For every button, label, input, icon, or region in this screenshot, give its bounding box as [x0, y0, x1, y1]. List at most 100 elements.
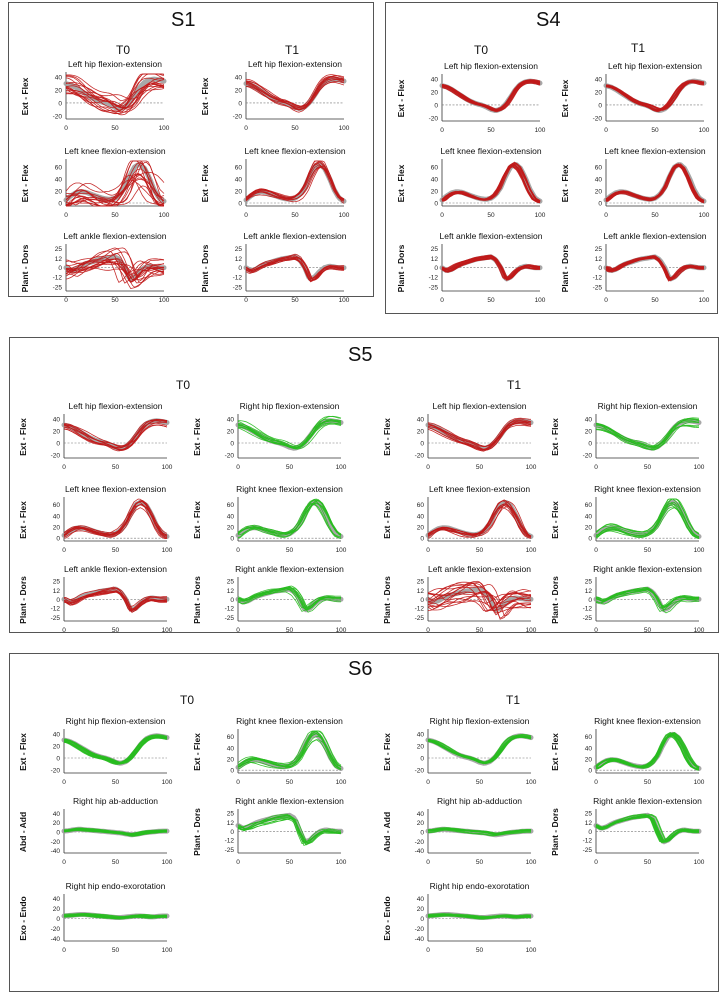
x-tick-label: 0 [594, 547, 598, 554]
y-tick-label: 40 [595, 177, 603, 184]
y-tick-label: 0 [588, 536, 592, 543]
subplot: Left hip flexion-extension Ext - Flex 40 20… [20, 59, 170, 132]
y-tick-label: 40 [227, 513, 235, 520]
subplot: Right ankle flexion-extension Plant - Dor… [550, 796, 705, 866]
x-tick-label: 0 [236, 627, 240, 634]
panel-title: S6 [348, 658, 373, 680]
x-tick-label: 50 [291, 125, 299, 132]
trial-line [427, 914, 531, 920]
y-tick-label: 0 [598, 102, 602, 109]
y-tick-label: -20 [53, 113, 63, 120]
subplot: Left knee flexion-extension Ext - Flex 60 4… [18, 484, 173, 554]
y-axis-label: Plant - Dors [192, 576, 202, 624]
y-axis-label: Plant - Dors [550, 576, 560, 624]
trial-line [63, 828, 168, 836]
x-tick-label: 50 [651, 212, 659, 219]
subplot: Left hip flexion-extension Ext - Flex 40 20… [396, 61, 546, 134]
x-tick-label: 50 [112, 859, 120, 866]
x-tick-label: 0 [604, 212, 608, 219]
subplot: Right ankle flexion-extension Plant - Dor… [192, 564, 347, 634]
x-tick-label: 100 [159, 212, 170, 219]
x-tick-label: 0 [244, 297, 248, 304]
y-tick-label: 40 [417, 513, 425, 520]
y-tick-label: -12 [583, 837, 593, 844]
column-label-t1: T1 [285, 43, 300, 57]
y-axis-label: Plant - Dors [200, 244, 210, 292]
y-tick-label: 40 [227, 417, 235, 424]
trial-line [245, 81, 345, 111]
y-tick-label: 0 [230, 536, 234, 543]
trial-line [245, 165, 345, 204]
subplot: Left hip flexion-extension Ext - Flex 40 20… [200, 59, 350, 132]
trial-line [427, 421, 531, 451]
trial-line [237, 591, 341, 612]
panel-s6: S6 T0 T1 [9, 653, 719, 992]
y-tick-label: 0 [420, 830, 424, 837]
y-axis-label: Ext - Flex [20, 164, 30, 202]
plot-title: Right knee flexion-extension [594, 716, 701, 726]
y-tick-label: 60 [585, 502, 593, 509]
y-tick-label: -12 [233, 275, 243, 282]
trial-line [427, 501, 532, 538]
y-tick-label: 0 [588, 441, 592, 448]
subplot: Left hip flexion-extension Ext - Flex 40 20… [382, 401, 537, 471]
y-tick-label: 25 [585, 579, 593, 586]
x-tick-label: 0 [64, 212, 68, 219]
x-tick-label: 50 [286, 859, 294, 866]
panel-title: S4 [536, 9, 561, 31]
y-axis-label: Ext - Flex [192, 733, 202, 771]
trial-line [595, 506, 700, 539]
subplot: Left hip flexion-extension Ext - Flex 40 20… [560, 61, 710, 134]
y-tick-label: 40 [417, 811, 425, 818]
y-tick-label: 20 [53, 906, 61, 913]
y-tick-label: 20 [417, 744, 425, 751]
subplot: Left knee flexion-extension Ext - Flex 60 4… [20, 146, 170, 219]
y-tick-label: -25 [429, 285, 439, 292]
y-axis-label: Ext - Flex [396, 164, 406, 202]
x-tick-label: 50 [286, 627, 294, 634]
trial-line [237, 499, 342, 536]
trial-line [606, 81, 705, 113]
subplot: Right ankle flexion-extension Plant - Dor… [192, 796, 347, 866]
x-tick-label: 100 [526, 779, 537, 786]
y-axis-label: Plant - Dors [20, 244, 30, 292]
plot-title: Left ankle flexion-extension [64, 564, 167, 574]
y-tick-label: 60 [431, 165, 439, 172]
plot-title: Right hip flexion-extension [598, 401, 698, 411]
trial-line [63, 735, 168, 764]
x-tick-label: 50 [286, 464, 294, 471]
y-tick-label: 0 [238, 201, 242, 208]
y-axis-label: Ext - Flex [192, 418, 202, 456]
y-tick-label: 20 [585, 525, 593, 532]
trial-line [595, 589, 700, 611]
x-tick-label: 100 [162, 947, 173, 954]
y-tick-label: 25 [235, 246, 243, 253]
trial-line [63, 828, 168, 836]
y-tick-label: -12 [53, 275, 63, 282]
x-tick-label: 50 [644, 779, 652, 786]
y-tick-label: -20 [415, 839, 425, 846]
x-tick-label: 0 [236, 859, 240, 866]
y-tick-label: -20 [415, 453, 425, 460]
y-tick-label: 40 [53, 811, 61, 818]
y-tick-label: 60 [595, 165, 603, 172]
x-tick-label: 100 [526, 464, 537, 471]
plot-title: Left hip flexion-extension [68, 59, 162, 69]
y-axis-label: Ext - Flex [560, 79, 570, 117]
trial-line [427, 499, 532, 537]
y-tick-label: 40 [585, 745, 593, 752]
y-tick-label: -25 [233, 285, 243, 292]
y-tick-label: 0 [230, 441, 234, 448]
y-tick-label: 20 [431, 189, 439, 196]
trial-line [245, 257, 345, 281]
plot-title: Left knee flexion-extension [64, 146, 165, 156]
x-tick-label: 0 [594, 779, 598, 786]
y-tick-label: 40 [417, 896, 425, 903]
x-tick-label: 50 [111, 125, 119, 132]
y-axis-label: Ext - Flex [550, 733, 560, 771]
y-tick-label: 0 [434, 102, 438, 109]
y-tick-label: -20 [225, 453, 235, 460]
subplot: Right hip flexion-extension Ext - Flex 40 2… [382, 716, 537, 786]
y-axis-label: Exo - Endo [382, 896, 392, 940]
plot-title: Left knee flexion-extension [604, 146, 705, 156]
